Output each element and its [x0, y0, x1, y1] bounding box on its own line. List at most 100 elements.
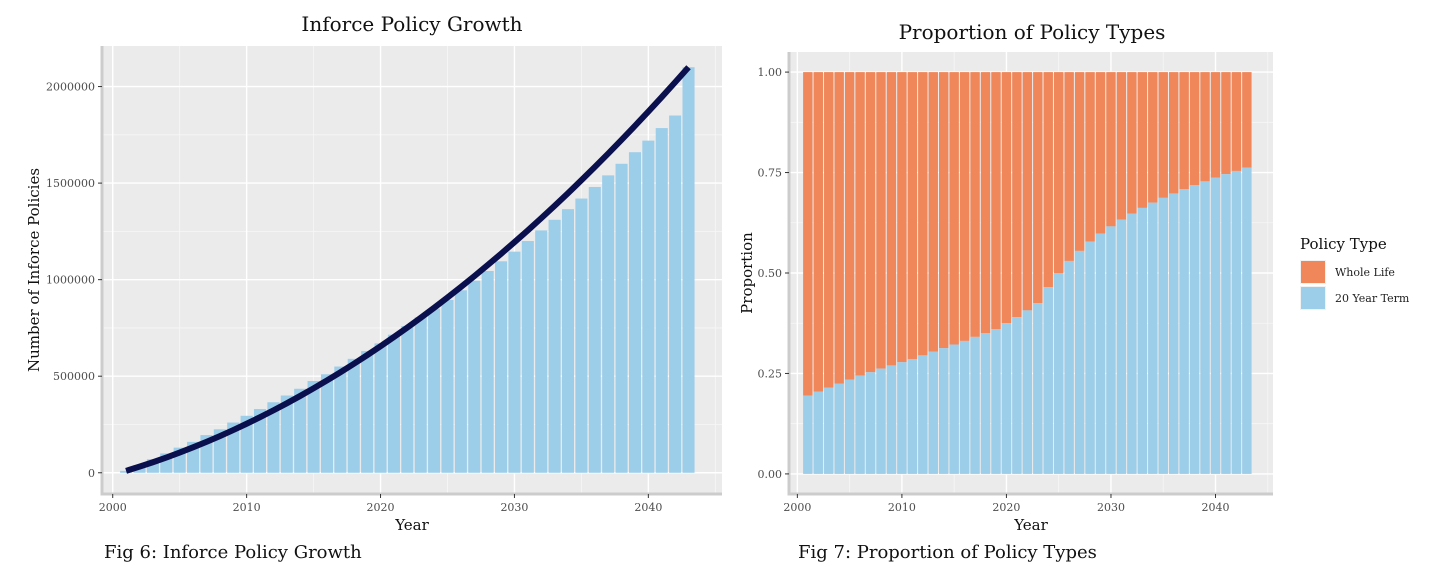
- growth-y-tick-label: 500000: [53, 370, 95, 383]
- proportion-bar-whole-life-2016: [959, 72, 970, 341]
- proportion-bar-term-2024: [1043, 287, 1053, 474]
- proportion-bar-whole-life-2010: [897, 72, 907, 363]
- proportion-bar-term-2035: [1158, 197, 1168, 474]
- proportion-bar-whole-life-2024: [1043, 72, 1053, 288]
- proportion-bar-whole-life-2033: [1137, 72, 1148, 208]
- proportion-bar-whole-life-2013: [928, 72, 938, 352]
- caption-fig7: Fig 7: Proportion of Policy Types: [798, 542, 1097, 563]
- growth-y-tick-label: 1000000: [46, 274, 95, 287]
- proportion-bar-term-2026: [1064, 260, 1074, 474]
- growth-bar-2041: [655, 128, 668, 473]
- proportion-bar-term-2027: [1074, 250, 1085, 474]
- growth-bar-2032: [535, 230, 548, 473]
- growth-bar-2009: [227, 422, 240, 473]
- proportion-bar-whole-life-2011: [907, 72, 918, 359]
- growth-bar-2043: [682, 67, 695, 473]
- proportion-bar-whole-life-2002: [813, 72, 823, 392]
- proportion-bar-whole-life-2004: [834, 72, 844, 384]
- proportion-bar-whole-life-2019: [991, 72, 1001, 330]
- growth-bar-2034: [561, 209, 575, 473]
- proportion-bar-term-2007: [865, 372, 876, 474]
- proportion-y-axis-label: Proportion: [738, 232, 756, 314]
- proportion-bar-term-2032: [1127, 213, 1137, 474]
- proportion-bar-term-2042: [1231, 170, 1242, 474]
- proportion-bar-whole-life-2028: [1085, 72, 1095, 242]
- growth-x-tick-label: 2000: [99, 501, 127, 514]
- caption-fig6: Fig 6: Inforce Policy Growth: [104, 542, 362, 563]
- proportion-bar-whole-life-2014: [939, 72, 949, 349]
- proportion-y-tick-label: 0.25: [758, 367, 783, 380]
- growth-bar-2042: [669, 115, 682, 473]
- proportion-bar-whole-life-2001: [803, 72, 813, 396]
- growth-trend-line: [125, 65, 691, 474]
- growth-bar-2040: [642, 140, 655, 473]
- growth-bar-2036: [588, 186, 601, 473]
- growth-x-tick-label: 2010: [233, 501, 261, 514]
- proportion-bar-term-2012: [918, 355, 928, 474]
- proportion-bar-term-2015: [949, 344, 959, 474]
- proportion-bar-whole-life-2020: [1001, 72, 1012, 324]
- proportion-bar-term-2036: [1168, 193, 1179, 474]
- growth-bar-2030: [508, 251, 521, 473]
- growth-bar-2018: [347, 358, 360, 473]
- growth-bar-2025: [441, 299, 454, 473]
- proportion-bar-whole-life-2005: [844, 72, 855, 380]
- proportion-bar-term-2030: [1106, 226, 1116, 474]
- proportion-bar-term-2009: [886, 365, 897, 474]
- proportion-bar-term-2005: [844, 379, 855, 474]
- growth-bar-2012: [267, 402, 280, 473]
- growth-bar-2011: [253, 409, 267, 473]
- proportion-bar-whole-life-2042: [1231, 72, 1242, 171]
- growth-bar-2023: [414, 317, 427, 473]
- proportion-bar-term-2033: [1137, 207, 1148, 474]
- proportion-bar-term-2003: [824, 387, 834, 474]
- proportion-bar-term-2006: [855, 375, 865, 474]
- proportion-bar-whole-life-2035: [1158, 72, 1168, 198]
- growth-bar-2010: [240, 415, 253, 473]
- growth-bar-2016: [320, 374, 333, 473]
- proportion-x-tick-label: 2010: [888, 501, 916, 514]
- proportion-bar-whole-life-2039: [1200, 72, 1210, 182]
- proportion-bar-term-2014: [939, 348, 949, 474]
- proportion-bar-whole-life-2012: [918, 72, 928, 356]
- proportion-bar-whole-life-2038: [1189, 72, 1200, 186]
- growth-bar-2039: [628, 152, 641, 473]
- proportion-bar-whole-life-2017: [970, 72, 980, 337]
- proportion-bar-whole-life-2036: [1168, 72, 1179, 194]
- proportion-bar-term-2025: [1053, 273, 1064, 474]
- proportion-x-axis-label: Year: [1013, 516, 1048, 534]
- legend-swatch-20-year-term: [1301, 287, 1325, 309]
- proportion-x-tick-label: 2020: [992, 501, 1020, 514]
- proportion-bar-whole-life-2030: [1106, 72, 1116, 227]
- growth-bar-2037: [602, 175, 615, 473]
- growth-bar-2020: [374, 343, 387, 473]
- proportion-bar-whole-life-2032: [1127, 72, 1137, 214]
- growth-bar-2021: [387, 334, 400, 473]
- proportion-bar-term-2029: [1095, 233, 1106, 474]
- proportion-bar-whole-life-2003: [824, 72, 834, 388]
- growth-bar-2035: [575, 198, 588, 473]
- proportion-bar-term-2022: [1022, 310, 1033, 474]
- proportion-bar-term-2041: [1221, 174, 1231, 474]
- proportion-bar-term-2021: [1012, 317, 1022, 474]
- proportion-bar-whole-life-2027: [1074, 72, 1085, 251]
- proportion-bar-term-2028: [1085, 241, 1095, 474]
- growth-y-tick-label: 0: [88, 467, 95, 480]
- proportion-bar-whole-life-2041: [1221, 72, 1231, 175]
- growth-bar-2031: [521, 241, 534, 473]
- proportion-y-tick-label: 1.00: [758, 66, 783, 79]
- proportion-bar-whole-life-2018: [980, 72, 991, 334]
- proportion-bar-term-2031: [1116, 219, 1127, 474]
- proportion-bar-whole-life-2022: [1022, 72, 1033, 311]
- proportion-bar-whole-life-2034: [1148, 72, 1158, 203]
- growth-bar-2013: [280, 395, 293, 473]
- proportion-bar-term-2008: [876, 368, 886, 474]
- proportion-bar-term-2016: [959, 340, 970, 474]
- growth-x-tick-label: 2030: [500, 501, 528, 514]
- proportion-bar-term-2020: [1001, 323, 1012, 474]
- proportion-bar-term-2039: [1200, 181, 1210, 474]
- growth-bar-2022: [401, 326, 414, 473]
- growth-bar-2015: [307, 381, 320, 473]
- proportion-bar-term-2019: [991, 329, 1001, 474]
- proportion-x-tick-label: 2000: [783, 501, 811, 514]
